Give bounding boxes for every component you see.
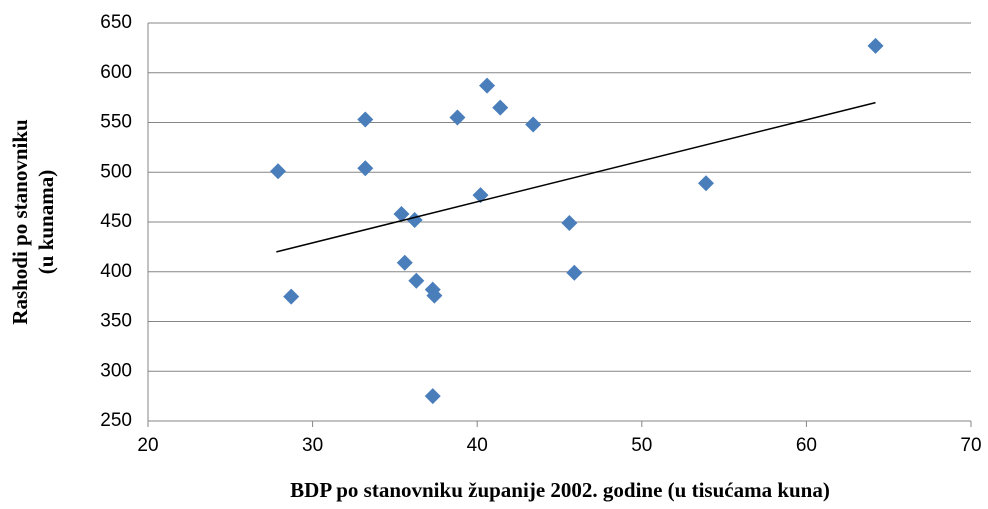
y-tick-label: 600 [100,62,132,83]
marker [449,109,466,126]
x-tick-label: 40 [467,435,488,456]
marker [697,175,714,192]
x-tick-label: 30 [302,435,323,456]
marker [525,116,542,133]
marker [408,272,425,289]
x-tick-label: 50 [631,435,652,456]
y-axis-title: (u kunama) [34,170,58,274]
marker [396,254,413,271]
marker [426,287,443,304]
y-axis-title: Rashodi po stanovniku [8,119,32,325]
marker [479,77,496,94]
marker [357,160,374,177]
marker [393,206,410,223]
x-tick-label: 70 [960,435,981,456]
y-tick-label: 400 [100,261,132,282]
marker [867,37,884,54]
marker [283,288,300,305]
y-tick-label: 250 [100,410,132,431]
y-tick-label: 300 [100,360,132,381]
marker [561,214,578,231]
x-tick-label: 60 [796,435,817,456]
y-tick-label: 550 [100,112,132,133]
trendline [276,101,876,253]
y-tick-label: 450 [100,211,132,232]
marker [357,111,374,128]
marker [270,163,287,180]
marker [566,264,583,281]
marker [472,187,489,204]
y-tick-label: 500 [100,161,132,182]
marker [424,388,441,405]
y-tick-label: 350 [100,311,132,332]
x-axis-title: BDP po stanovniku županije 2002. godine … [290,478,830,502]
x-tick-label: 20 [137,435,158,456]
y-tick-label: 650 [100,12,132,33]
marker [492,99,509,116]
